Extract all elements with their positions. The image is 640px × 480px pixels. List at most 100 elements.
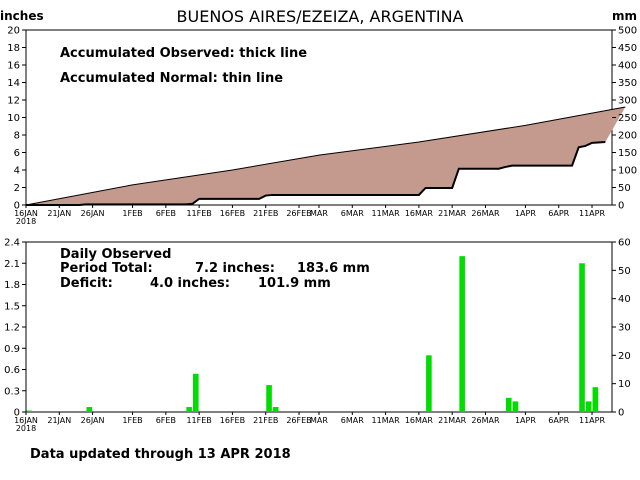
y2-tick-label: 30: [618, 323, 631, 334]
y2-tick-label: 500: [618, 26, 637, 37]
y-tick-label: 12: [7, 96, 20, 107]
normal-legend-label: Accumulated Normal: thin line: [60, 71, 283, 86]
x-tick-label: 21MAR: [438, 416, 467, 425]
period-total-label: Period Total:: [60, 261, 153, 276]
x-tick-label: 1APR: [515, 209, 536, 218]
daily-bar: [512, 401, 519, 412]
y-tick-label: 6: [14, 148, 20, 159]
daily-bar: [266, 385, 272, 412]
daily-bar: [186, 407, 192, 412]
y2-tick-label: 0: [618, 408, 624, 419]
y-tick-label: 20: [7, 26, 20, 37]
x-tick-label: 16JAN: [14, 209, 38, 218]
x-tick-label: 21FEB: [253, 416, 278, 425]
deficit-mm: 101.9 mm: [258, 276, 331, 291]
x-tick-label: 11APR: [579, 209, 605, 218]
x-tick-label: 11MAR: [372, 416, 401, 425]
period-total-mm: 183.6 mm: [297, 261, 370, 276]
y-tick-label: 16: [7, 61, 20, 72]
y2-tick-label: 100: [618, 166, 637, 177]
y2-tick-label: 50: [618, 183, 631, 194]
y-tick-label: 1.2: [4, 323, 20, 334]
x-tick-label: 6FEB: [156, 416, 176, 425]
y2-tick-label: 200: [618, 131, 637, 142]
daily-observed-label: Daily Observed: [60, 247, 171, 262]
daily-bar: [585, 401, 592, 412]
y-tick-label: 0.9: [4, 344, 20, 355]
y-tick-label: 14: [7, 78, 20, 89]
observed-legend-label: Accumulated Observed: thick line: [60, 46, 307, 61]
daily-panel: Daily Observed Period Total: 7.2 inches:…: [4, 238, 631, 434]
x-year-label: 2018: [16, 217, 36, 226]
x-tick-label: 6MAR: [341, 416, 364, 425]
daily-bar: [505, 397, 512, 412]
y2-tick-label: 10: [618, 379, 631, 390]
x-tick-label: 21FEB: [253, 209, 278, 218]
y-tick-label: 0.3: [4, 386, 20, 397]
x-tick-label: 11FEB: [186, 416, 211, 425]
y-tick-label: 2.1: [4, 259, 20, 270]
y-tick-label: 4: [14, 166, 20, 177]
x-tick-label: 1FEB: [122, 209, 142, 218]
x-tick-label: 26JAN: [81, 209, 105, 218]
x-tick-label: MAR: [310, 416, 328, 425]
bottom-plot-frame: [25, 241, 613, 413]
x-tick-label: 26FEB: [286, 416, 311, 425]
y-tick-label: 2.4: [4, 238, 20, 249]
y2-tick-label: 300: [618, 96, 637, 107]
daily-bar: [459, 256, 465, 412]
y-tick-label: 1.5: [4, 301, 20, 312]
y-tick-label: 10: [7, 113, 20, 124]
x-tick-label: 21MAR: [438, 209, 467, 218]
x-tick-label: 26JAN: [81, 416, 105, 425]
x-tick-label: 11MAR: [372, 209, 401, 218]
x-tick-label: 16MAR: [405, 209, 434, 218]
daily-bar: [86, 407, 93, 412]
y2-tick-label: 20: [618, 351, 631, 362]
x-tick-label: 16FEB: [220, 416, 245, 425]
y2-tick-label: 0: [618, 201, 624, 212]
daily-bar: [193, 373, 199, 412]
daily-bar: [26, 410, 33, 412]
x-tick-label: 16MAR: [405, 416, 434, 425]
left-unit-label: inches: [0, 9, 44, 23]
x-tick-label: 26MAR: [471, 209, 500, 218]
y2-tick-label: 450: [618, 43, 637, 54]
deficit-label: Deficit:: [60, 276, 113, 291]
daily-bar: [579, 263, 585, 412]
right-unit-label: mm: [612, 9, 637, 23]
x-tick-label: 11APR: [579, 416, 605, 425]
y-tick-label: 0: [14, 201, 20, 212]
observed-line: [26, 141, 606, 206]
daily-bar: [426, 355, 432, 412]
deficit-area: [26, 107, 626, 205]
x-tick-label: 1FEB: [122, 416, 142, 425]
x-tick-label: 6APR: [548, 209, 569, 218]
y-tick-label: 2: [14, 183, 20, 194]
y-tick-label: 0: [14, 408, 20, 419]
y-tick-label: 0.6: [4, 365, 20, 376]
y-tick-label: 18: [7, 43, 20, 54]
y2-tick-label: 50: [618, 266, 631, 277]
deficit-inches: 4.0 inches:: [150, 276, 230, 291]
y2-tick-label: 40: [618, 294, 631, 305]
x-tick-label: 26FEB: [286, 209, 311, 218]
x-tick-label: MAR: [310, 209, 328, 218]
x-tick-label: 26MAR: [471, 416, 500, 425]
x-tick-label: 16JAN: [14, 416, 38, 425]
y2-tick-label: 250: [618, 113, 637, 124]
x-tick-label: 6FEB: [156, 209, 176, 218]
accumulated-panel: Accumulated Observed: thick line Accumul…: [7, 26, 637, 227]
x-tick-label: 16FEB: [220, 209, 245, 218]
y-tick-label: 1.8: [4, 280, 20, 291]
chart-title: BUENOS AIRES/EZEIZA, ARGENTINA: [177, 7, 464, 26]
daily-bar: [272, 407, 279, 412]
data-updated-note: Data updated through 13 APR 2018: [30, 447, 291, 462]
y2-tick-label: 60: [618, 238, 631, 249]
y2-tick-label: 150: [618, 148, 637, 159]
x-tick-label: 6MAR: [341, 209, 364, 218]
period-total-inches: 7.2 inches:: [195, 261, 275, 276]
y2-tick-label: 400: [618, 61, 637, 72]
x-tick-label: 1APR: [515, 416, 536, 425]
x-tick-label: 6APR: [548, 416, 569, 425]
